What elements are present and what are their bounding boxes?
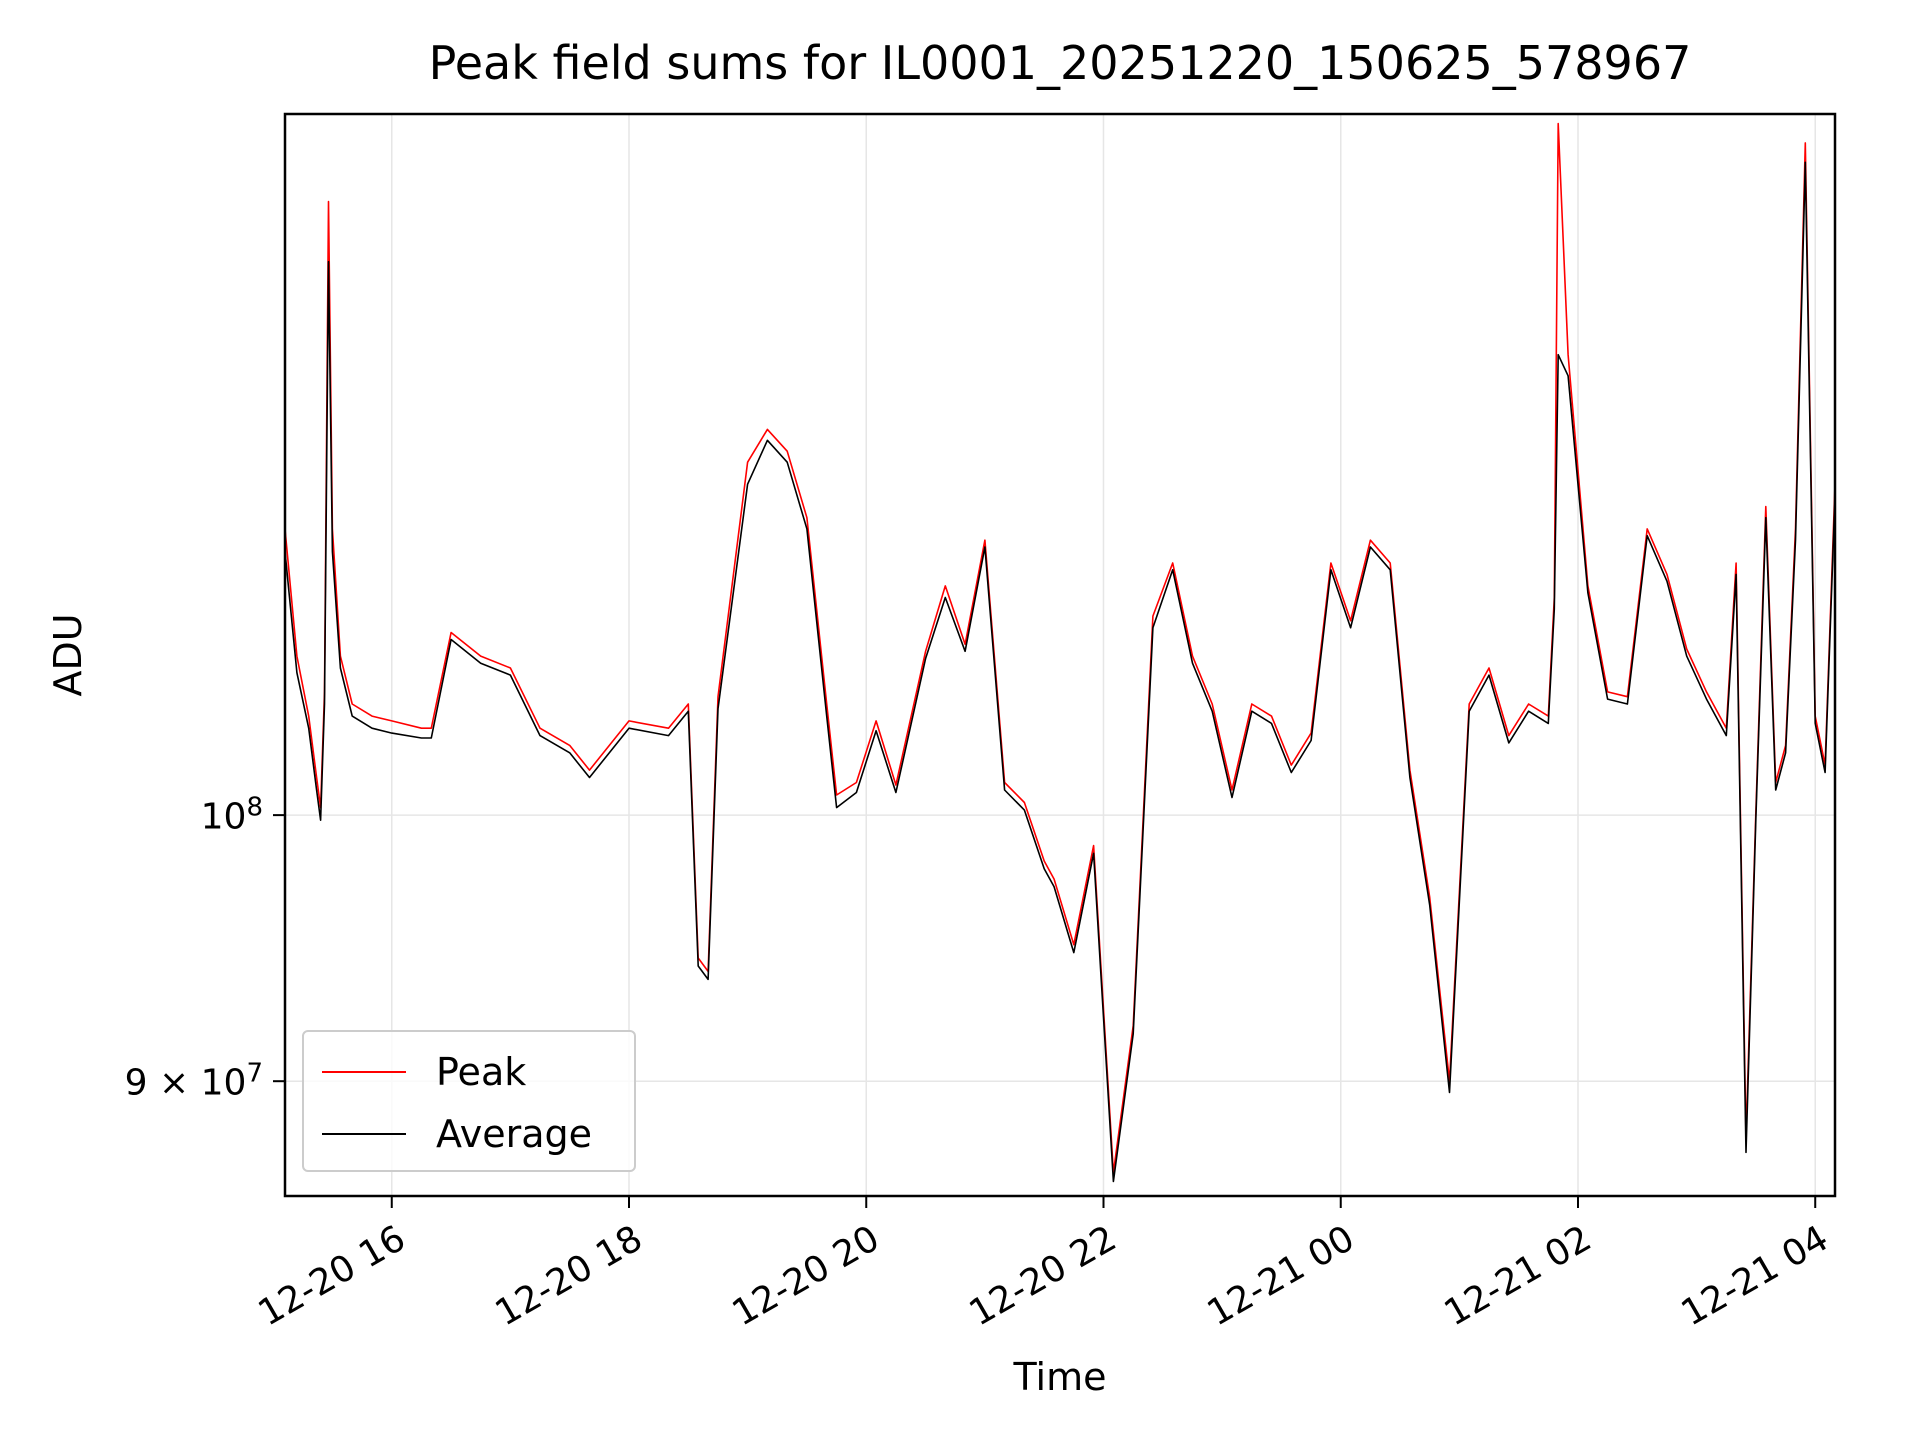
series-line-peak (284, 122, 1836, 1174)
y-axis-label: ADU (46, 613, 90, 697)
series-line-average (284, 161, 1836, 1183)
chart-title: Peak field sums for IL0001_20251220_1506… (428, 36, 1692, 90)
grid-lines (285, 114, 1835, 1196)
series-lines (284, 122, 1836, 1183)
x-axis-label: Time (1013, 1355, 1107, 1399)
plot-frame (283, 112, 1837, 1198)
legend-item-average: Average (322, 1104, 592, 1164)
y-tick-label: 9 × 107 (124, 1058, 263, 1104)
legend-swatch-peak (322, 1071, 406, 1073)
legend: Peak Average (302, 1030, 636, 1172)
y-tick-label: 108 (200, 792, 263, 838)
axis-ticks (273, 814, 1817, 1208)
legend-swatch-average (322, 1133, 406, 1135)
legend-label-average: Average (436, 1112, 593, 1156)
legend-label-peak: Peak (436, 1050, 527, 1094)
legend-item-peak: Peak (322, 1042, 526, 1102)
